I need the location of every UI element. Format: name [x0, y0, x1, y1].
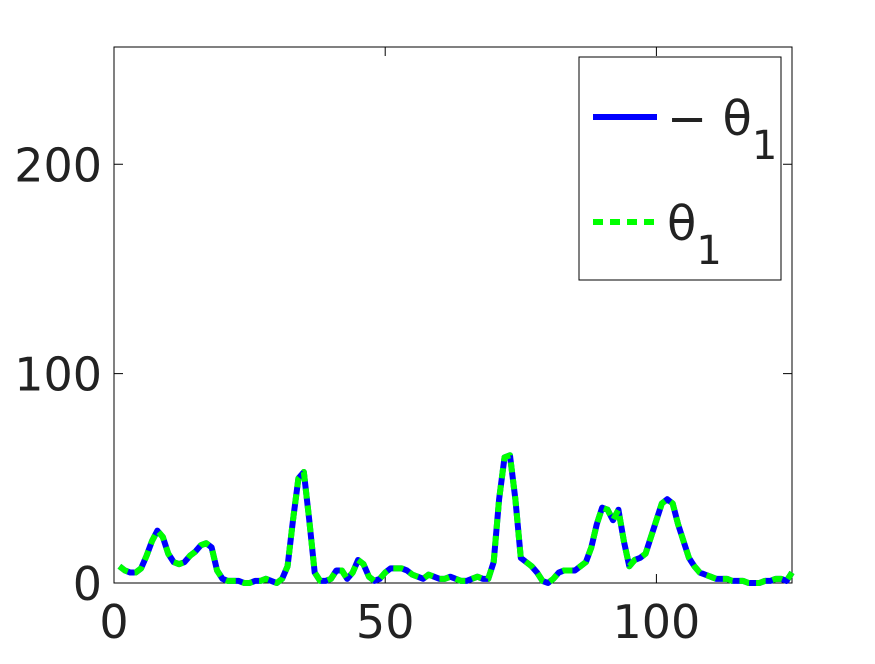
legend-label: θ1	[667, 196, 722, 274]
y-tick-label: 0	[73, 557, 102, 611]
x-tick-label: 100	[612, 595, 700, 649]
legend	[578, 56, 782, 281]
legend-label: − θ1	[667, 91, 777, 169]
series-line	[117, 452, 795, 586]
y-tick-label: 200	[14, 138, 102, 192]
y-tick-label: 100	[14, 348, 102, 402]
x-tick-label: 0	[99, 595, 128, 649]
x-tick-label: 50	[356, 595, 415, 649]
